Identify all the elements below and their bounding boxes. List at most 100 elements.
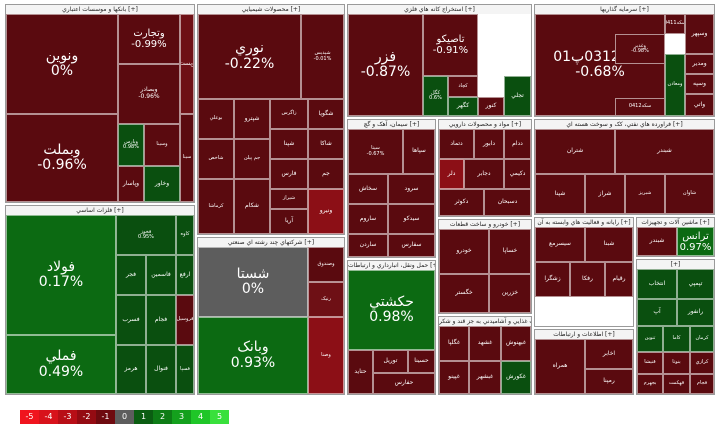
stock-tile[interactable]: وصندوق [308,247,344,282]
stock-tile[interactable]: شکام [234,179,270,234]
stock-tile[interactable]: خزرين [489,274,531,313]
stock-tile[interactable]: ساروم [348,204,388,234]
stock-tile[interactable]: وخاور [144,166,180,202]
stock-tile[interactable]: واتي [685,94,714,116]
stock-tile[interactable]: كاما [663,326,690,352]
stock-tile[interactable]: شراز [585,174,625,214]
stock-tile[interactable]: رقيام [605,262,633,297]
stock-tile[interactable]: حفارس [373,373,435,394]
stock-tile[interactable]: سپاها [403,129,435,174]
stock-tile[interactable]: سرود [388,174,435,204]
stock-tile[interactable]: شبندر [615,129,714,174]
stock-tile[interactable]: غبهنوش [501,326,531,361]
stock-tile[interactable]: شاکا [308,129,344,159]
stock-tile[interactable]: سيسرمع [535,227,585,262]
stock-tile[interactable]: نوري -0.22% [198,14,301,99]
stock-tile[interactable]: وبانک 0.93% [198,317,308,394]
stock-tile[interactable]: دلر [439,159,464,189]
stock-tile[interactable]: کرمان [690,326,714,352]
stock-tile[interactable]: آپ [637,299,677,326]
stock-tile[interactable]: رنيک [308,282,344,317]
sector-title[interactable]: شرکتهاي چند رشته اي صنعتي [+] [198,238,344,247]
stock-tile[interactable]: تنوين [637,326,663,352]
stock-tile[interactable]: توريل [373,350,408,373]
stock-tile[interactable]: تاصيكو -0.91% [423,14,478,76]
stock-tile[interactable]: فزر -0.87% [348,14,423,116]
stock-tile[interactable]: کرازي [690,352,714,374]
sector-title[interactable]: [+] [637,260,714,269]
sector-title[interactable]: فراورده هاي نفتي، کک و سوخت هسته اي [+] [535,120,714,129]
stock-tile[interactable]: بجهرم [637,374,663,394]
stock-tile[interactable]: کنور [478,97,504,116]
stock-tile[interactable]: وبصادر -0.96% [118,64,180,124]
stock-tile[interactable]: فاسمين [146,255,176,295]
stock-tile[interactable]: قنيشا [637,352,663,374]
stock-tile[interactable]: فجام [690,374,714,394]
stock-tile[interactable]: همراه [535,339,585,394]
stock-tile[interactable]: خساپا [489,229,531,274]
stock-tile[interactable]: سخاش [348,174,388,204]
stock-tile[interactable]: حسينا [408,350,435,373]
stock-tile[interactable]: وصنا [308,317,344,394]
stock-tile[interactable]: كگل 0.6% [423,76,448,116]
stock-tile[interactable]: ونوين 0% [6,14,118,114]
stock-tile[interactable]: شپديس -0.01% [301,14,344,99]
stock-tile[interactable]: ومعادن [665,54,685,116]
stock-tile[interactable]: شستا 0% [198,247,308,317]
stock-tile[interactable]: آريا [270,209,308,234]
stock-tile[interactable]: وسينا [144,124,180,166]
stock-tile[interactable]: فجر [116,255,146,295]
stock-tile[interactable]: فخوز 0.95% [116,215,176,255]
stock-tile[interactable]: فارس [270,159,308,189]
stock-tile[interactable]: شبنا [585,227,633,262]
stock-tile[interactable]: رانفور [677,299,714,326]
stock-tile[interactable]: غکورش [501,361,531,394]
stock-tile[interactable]: ترانس 0.97% [677,227,714,256]
stock-tile[interactable]: خگستر [439,274,489,313]
sector-title[interactable]: خودرو و ساخت قطعات [+] [439,220,531,229]
stock-tile[interactable]: وسپه [685,74,714,94]
stock-tile[interactable]: سيتا -0.67% [348,129,403,174]
stock-tile[interactable]: غشهد [469,326,501,361]
sector-title[interactable]: فلزات اساسي [+] [6,206,194,215]
stock-tile[interactable]: کچاد [448,76,478,97]
stock-tile[interactable]: کرماشا [198,179,234,234]
stock-tile[interactable]: ساردن [348,234,388,257]
stock-tile[interactable]: جم پيلن [234,139,270,179]
stock-tile[interactable]: غپينو [439,361,469,394]
stock-tile[interactable]: هرمز [116,345,146,394]
stock-tile[interactable]: جم [308,159,344,189]
stock-tile[interactable]: شتران [535,129,615,174]
stock-tile[interactable]: شاخص [198,139,234,179]
stock-tile[interactable]: غبشهر [469,361,501,394]
stock-tile[interactable]: حکشتي 0.98% [348,270,435,350]
stock-tile[interactable]: بوعلي [198,99,234,139]
stock-tile[interactable]: فجام [146,295,176,345]
stock-tile[interactable]: تجلي [504,76,531,116]
sector-title[interactable]: ماشين آلات و تجهيزات [+] [637,218,714,227]
stock-tile[interactable]: سيدکو [388,204,435,234]
stock-tile[interactable]: ومدير [685,54,714,74]
stock-tile[interactable]: حتايد [348,350,373,394]
stock-tile[interactable]: ارفع [176,255,194,295]
stock-tile[interactable]: دکوثر [439,189,484,216]
stock-tile[interactable]: رمپنا [585,369,633,394]
stock-tile[interactable]: زاگرس [270,99,308,129]
stock-tile[interactable]: تپمپي [677,269,714,299]
sector-title[interactable]: محصولات شيميايي [+] [198,5,344,14]
stock-tile[interactable]: 0411سكه [665,14,685,34]
stock-tile[interactable]: کاوه [176,215,194,255]
sector-title[interactable]: سيمان، آهک و گچ [+] [348,120,435,129]
stock-tile[interactable]: وپارس 0.98% [118,124,144,166]
stock-tile[interactable]: ددام [504,129,531,159]
stock-tile[interactable]: دجابر [464,159,504,189]
stock-tile[interactable]: دابور [474,129,504,159]
sector-title[interactable]: حمل ونقل، انبارداري و ارتباطات [+] [348,261,435,270]
stock-tile[interactable]: شگويا [308,99,344,129]
sector-title[interactable]: سرمايه گذاريها [+] [535,5,714,14]
stock-tile[interactable]: خودرو [439,229,489,274]
stock-tile[interactable]: فسپا [176,345,194,394]
stock-tile[interactable]: زشگرا [535,262,570,297]
stock-tile[interactable]: وبملت -0.96% [6,114,118,202]
stock-tile[interactable]: فسرب [116,295,146,345]
